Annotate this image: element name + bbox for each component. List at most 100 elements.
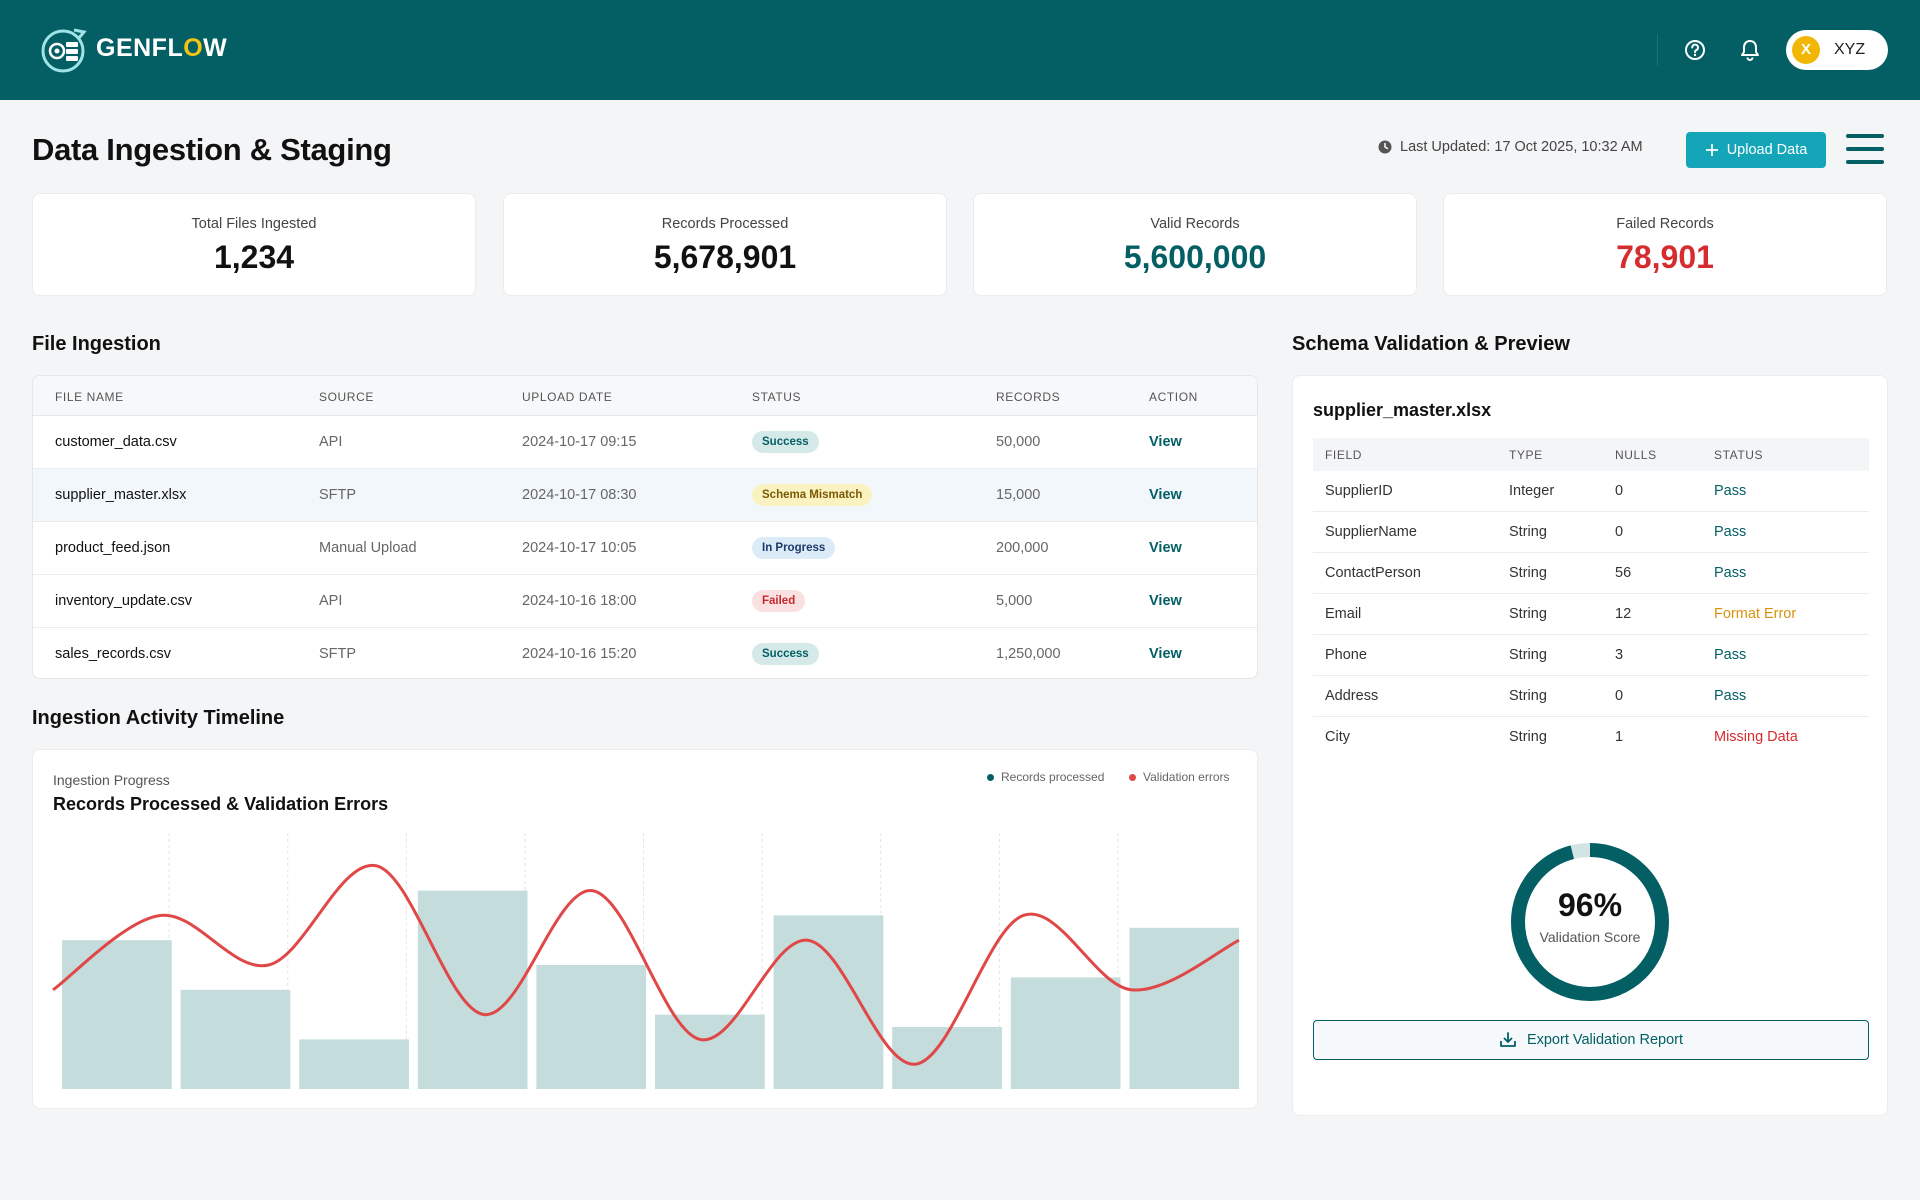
column-header: NULLS [1615,448,1657,462]
status-badge: Schema Mismatch [752,484,873,506]
field-name: Email [1325,606,1362,622]
field-name: ContactPerson [1325,565,1421,581]
table-header: FILE NAME SOURCE UPLOAD DATE STATUS RECO… [33,376,1257,416]
field-name: Address [1325,688,1379,704]
file-source: SFTP [319,646,357,662]
records-bar [417,890,528,1089]
field-name: SupplierID [1325,483,1393,499]
chart-subtitle: Ingestion Progress [53,772,170,788]
field-nulls: 3 [1615,647,1624,663]
table-row[interactable]: sales_records.csv SFTP 2024-10-16 15:20 … [33,628,1257,678]
schema-file-name: supplier_master.xlsx [1313,400,1492,420]
validation-score-label: Validation Score [1539,929,1641,945]
view-link[interactable]: View [1149,487,1182,503]
file-name: product_feed.json [55,540,171,556]
schema-row: Email String 12 Format Error [1313,594,1869,635]
upload-data-button[interactable]: Upload Data [1686,132,1826,168]
last-updated: Last Updated: 17 Oct 2025, 10:32 AM [1378,139,1643,155]
status-badge: Failed [752,590,806,612]
legend-dot-icon [1129,773,1136,781]
view-link[interactable]: View [1149,434,1182,450]
field-name: Phone [1325,647,1367,663]
timeline-title: Ingestion Activity Timeline [32,707,285,729]
column-header: STATUS [752,390,802,404]
help-icon[interactable] [1681,36,1709,64]
stat-value: 5,600,000 [1123,239,1267,275]
gauge-ring [1511,843,1669,1001]
stat-label: Valid Records [1150,216,1240,232]
schema-row: SupplierID Integer 0 Pass [1313,471,1869,512]
bell-icon[interactable] [1736,36,1764,64]
field-nulls: 1 [1615,729,1624,745]
legend-records: Records processed [987,770,1104,784]
column-header: RECORDS [996,390,1061,404]
record-count: 200,000 [996,540,1049,556]
field-type: String [1509,606,1547,622]
field-nulls: 0 [1615,524,1624,540]
table-row[interactable]: supplier_master.xlsx SFTP 2024-10-17 08:… [33,469,1257,522]
file-source: API [319,434,343,450]
stat-card-total-files: Total Files Ingested 1,234 [32,193,476,296]
file-ingestion-table: FILE NAME SOURCE UPLOAD DATE STATUS RECO… [32,375,1258,679]
user-menu[interactable]: X XYZ [1786,30,1888,70]
schema-validation-title: Schema Validation & Preview [1292,333,1570,355]
view-link[interactable]: View [1149,646,1182,662]
activity-chart [52,833,1240,1089]
stat-card-records-processed: Records Processed 5,678,901 [503,193,947,296]
field-nulls: 12 [1615,606,1632,622]
view-link[interactable]: View [1149,540,1182,556]
field-status: Pass [1714,565,1747,581]
file-ingestion-title: File Ingestion [32,333,161,355]
field-status: Format Error [1714,606,1797,622]
export-validation-report-button[interactable]: Export Validation Report [1313,1020,1869,1060]
user-name: XYZ [1834,41,1866,58]
schema-row: Phone String 3 Pass [1313,635,1869,676]
table-row[interactable]: inventory_update.csv API 2024-10-16 18:0… [33,575,1257,628]
field-type: Integer [1509,483,1555,499]
page-title: Data Ingestion & Staging [32,132,392,167]
records-bar [655,1014,765,1089]
last-updated-text: Last Updated: 17 Oct 2025, 10:32 AM [1400,139,1643,155]
stat-label: Records Processed [661,216,789,232]
header-divider [1657,34,1658,66]
status-badge: In Progress [752,537,836,559]
schema-row: Address String 0 Pass [1313,676,1869,717]
records-bar [180,989,291,1089]
record-count: 50,000 [996,434,1041,450]
status-badge: Success [752,431,819,453]
table-row[interactable]: customer_data.csv API 2024-10-17 09:15 S… [33,416,1257,469]
column-header: UPLOAD DATE [522,390,613,404]
table-row[interactable]: product_feed.json Manual Upload 2024-10-… [33,522,1257,575]
legend-dot-icon [987,773,994,781]
records-bar [299,1039,409,1089]
stat-label: Total Files Ingested [191,216,317,232]
export-label: Export Validation Report [1526,1032,1684,1048]
schema-row: ContactPerson String 56 Pass [1313,553,1869,594]
clock-icon [1378,140,1392,154]
timeline-card: Ingestion Progress Records Processed & V… [32,749,1258,1109]
hamburger-menu-icon[interactable] [1846,132,1884,166]
download-icon [1500,1032,1516,1047]
field-nulls: 0 [1615,688,1624,704]
view-link[interactable]: View [1149,593,1182,609]
field-name: City [1325,729,1350,745]
field-status: Pass [1714,647,1747,663]
file-source: API [319,593,343,609]
upload-data-label: Upload Data [1726,142,1808,158]
schema-validation-card: supplier_master.xlsx FIELD TYPE NULLS ST… [1292,375,1888,1116]
column-header: ACTION [1149,390,1198,404]
file-name: supplier_master.xlsx [55,487,187,503]
gauge-arc [1511,843,1669,1001]
legend-label: Records processed [1001,770,1105,784]
records-bar [1010,977,1121,1089]
file-source: SFTP [319,487,357,503]
legend-label: Validation errors [1143,770,1230,784]
stat-value: 78,901 [1616,239,1714,275]
column-header: SOURCE [319,390,374,404]
field-type: String [1509,524,1547,540]
field-nulls: 56 [1615,565,1632,581]
brand-name: GENFLOW [96,34,228,62]
field-type: String [1509,688,1547,704]
field-type: String [1509,565,1547,581]
column-header: TYPE [1509,448,1543,462]
